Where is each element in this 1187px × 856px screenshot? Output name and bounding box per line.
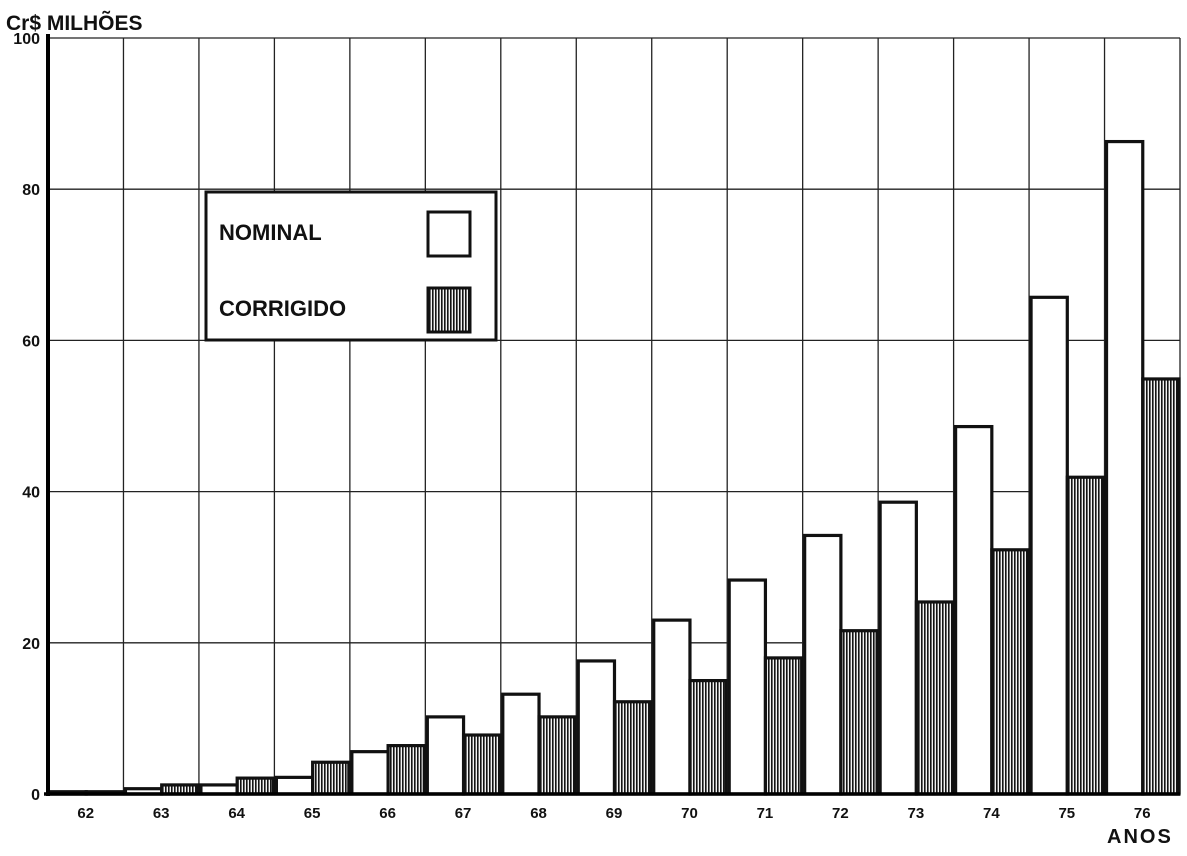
bar-corrigido-65 [311, 760, 351, 796]
x-tick-label: 66 [379, 805, 396, 822]
x-tick-label: 70 [681, 805, 698, 822]
bar-nominal-72 [803, 533, 843, 796]
x-tick-label: 67 [455, 805, 472, 822]
x-axis-label: ANOS [1107, 826, 1173, 848]
bar-corrigido-74 [990, 548, 1030, 796]
bar-corrigido-64 [235, 776, 275, 796]
y-tick-label: 0 [31, 787, 40, 804]
bar-corrigido-71 [763, 656, 804, 796]
bar-nominal-67 [425, 715, 466, 796]
x-tick-label: 65 [304, 805, 321, 822]
bar-corrigido-75 [1065, 475, 1106, 796]
bar-corrigido-72 [839, 629, 879, 796]
x-tick-label: 64 [228, 805, 245, 822]
y-tick-label: 80 [22, 182, 40, 199]
bar-nominal-76 [1104, 139, 1145, 796]
x-tick-label: 75 [1058, 805, 1075, 822]
x-tick-label: 72 [832, 805, 849, 822]
bar-nominal-66 [350, 750, 390, 796]
bar-corrigido-69 [612, 700, 653, 796]
legend: NOMINAL CORRIGIDO [204, 190, 498, 342]
axes: 0 20 40 60 80 100 62 63 64 65 66 67 68 69 70 71 72 73 74 75… [13, 31, 1180, 822]
x-tick-label: 62 [77, 805, 94, 822]
x-tick-label: 69 [606, 805, 623, 822]
x-tick-label: 63 [153, 805, 170, 822]
bar-nominal-68 [501, 692, 541, 796]
bar-corrigido-76 [1141, 377, 1181, 796]
bar-nominal-70 [652, 618, 692, 796]
bars [48, 139, 1181, 796]
bar-corrigido-67 [461, 733, 502, 796]
bar-nominal-69 [576, 659, 617, 796]
x-tick-label: 74 [983, 805, 1000, 822]
legend-swatch-corrigido [426, 286, 472, 334]
bar-nominal-73 [878, 500, 918, 796]
y-tick-label: 40 [22, 485, 40, 502]
legend-label-corrigido: CORRIGIDO [219, 296, 346, 321]
bar-corrigido-70 [688, 678, 728, 796]
x-tick-label: 71 [757, 805, 774, 822]
bar-nominal-75 [1029, 295, 1069, 796]
x-tick-label: 76 [1134, 805, 1151, 822]
legend-swatch-nominal [426, 210, 472, 258]
y-tick-label: 60 [22, 333, 40, 350]
bar-corrigido-66 [386, 744, 426, 796]
bar-corrigido-73 [914, 600, 955, 796]
x-tick-label: 73 [908, 805, 925, 822]
bar-corrigido-68 [537, 715, 577, 796]
y-tick-label: 20 [22, 636, 40, 653]
y-axis-label: Cr$ MILHÕES [6, 11, 143, 35]
legend-label-nominal: NOMINAL [219, 220, 322, 245]
bar-nominal-65 [274, 775, 315, 796]
bar-nominal-71 [727, 578, 768, 796]
bar-nominal-74 [953, 424, 994, 796]
y-tick-label: 100 [13, 31, 40, 48]
x-tick-label: 68 [530, 805, 547, 822]
